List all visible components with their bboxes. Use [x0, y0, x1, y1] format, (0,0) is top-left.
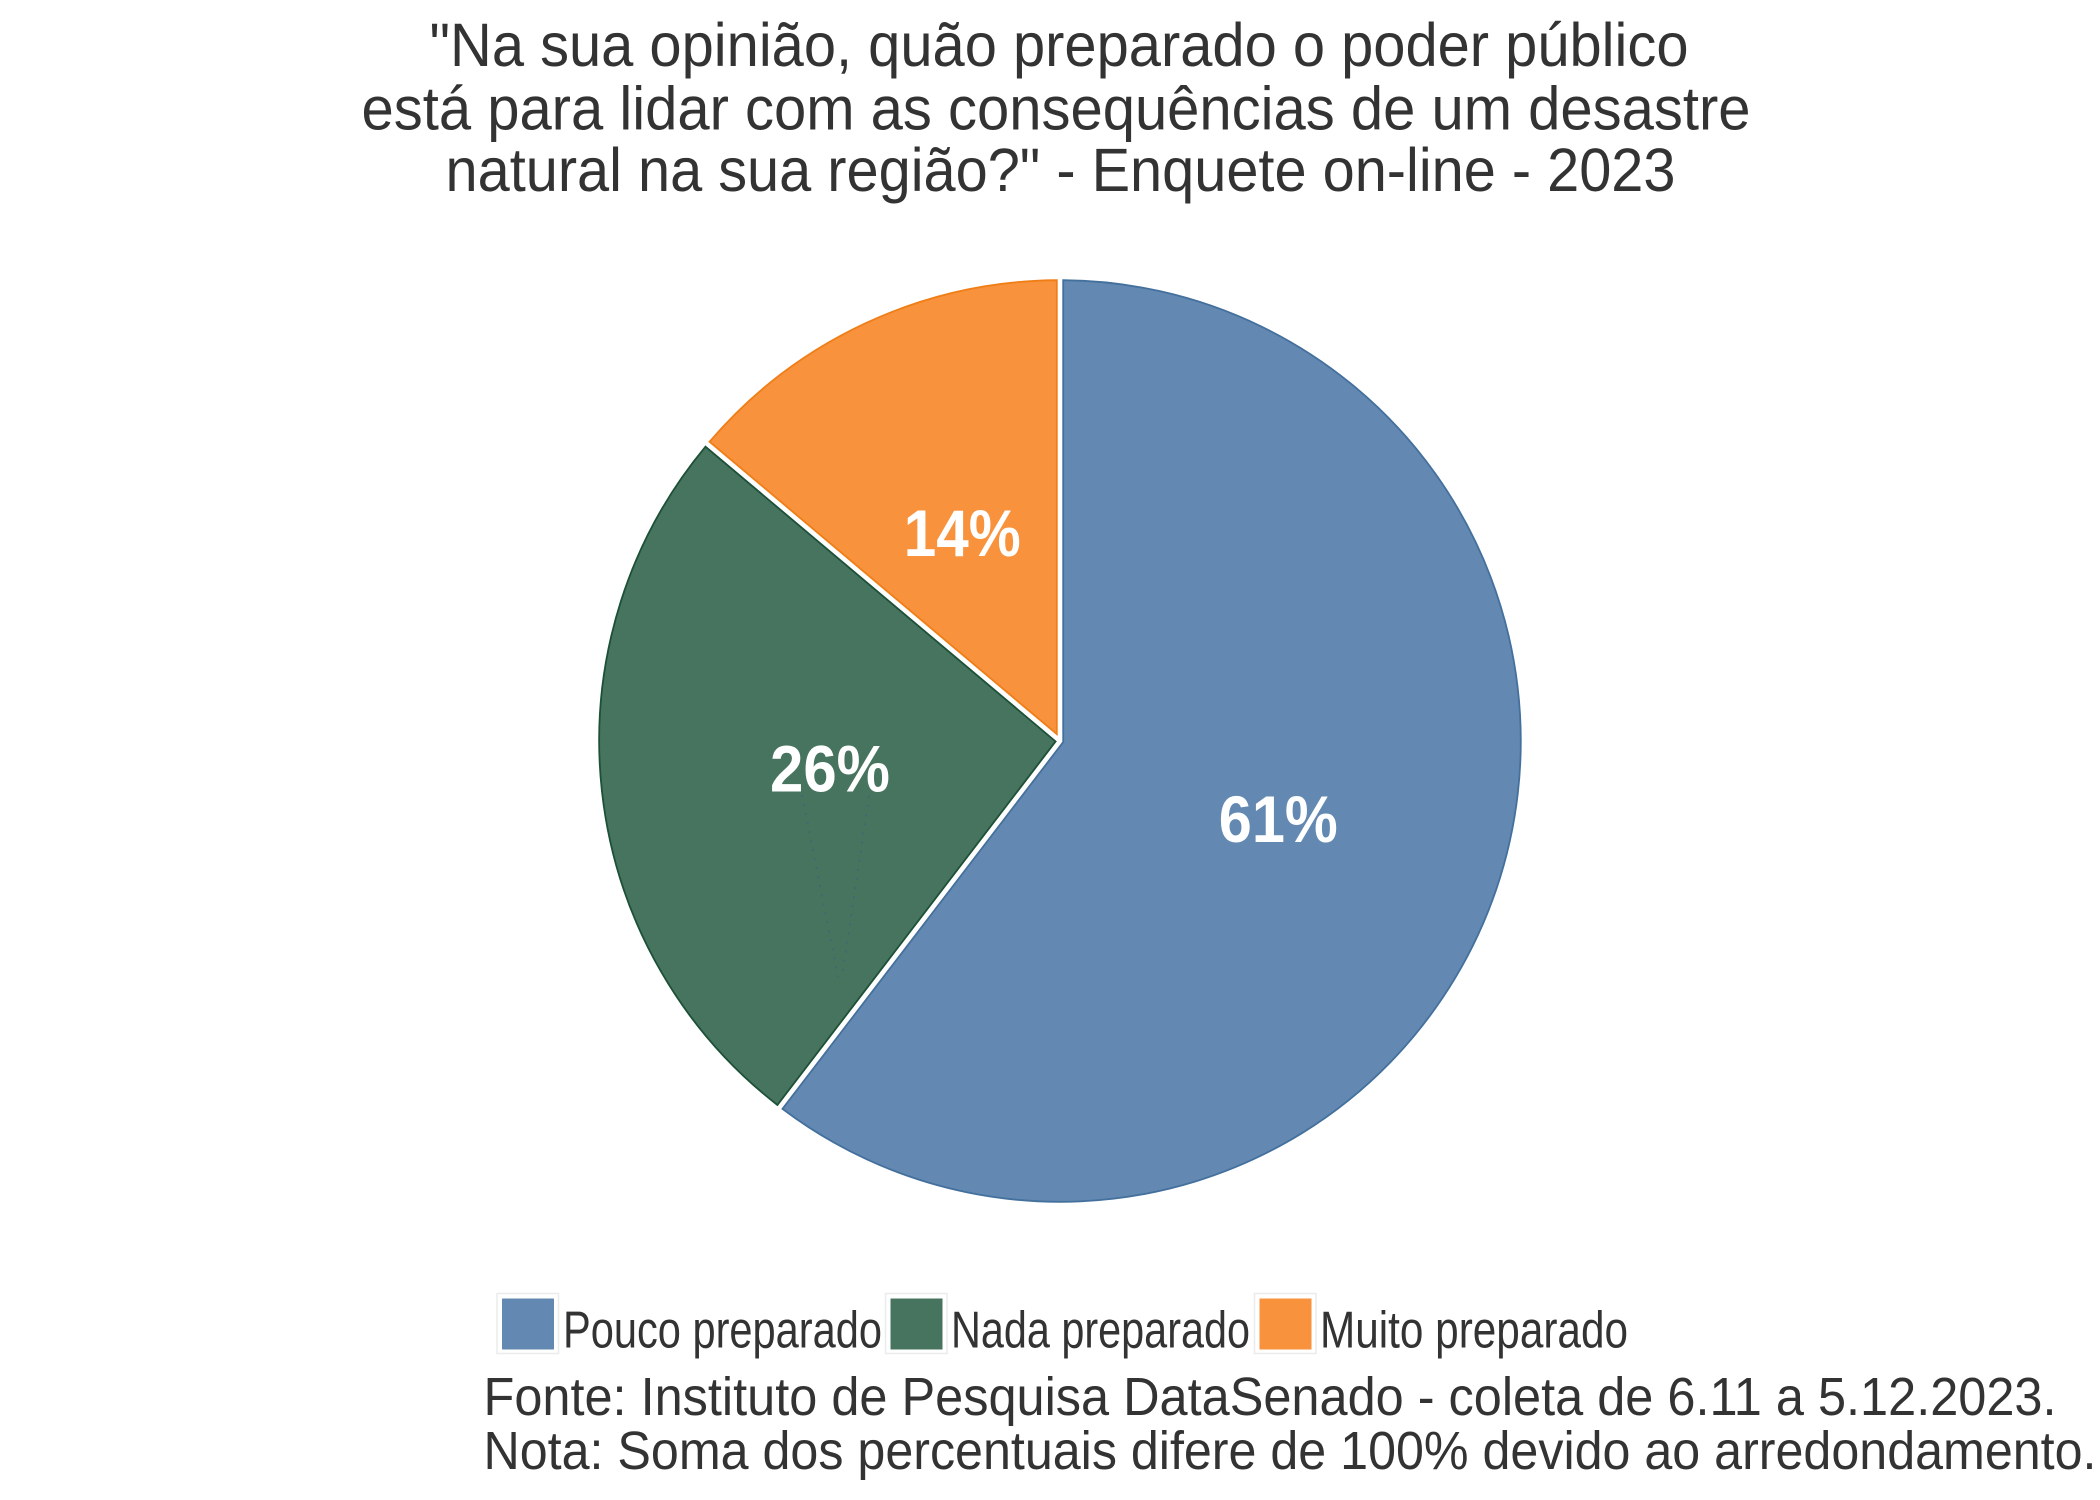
svg-text:Nada preparado: Nada preparado: [951, 1302, 1250, 1360]
svg-text:14%: 14%: [904, 496, 1021, 570]
svg-text:está para lidar com as consequ: está para lidar com as consequências de …: [362, 75, 1751, 144]
svg-text:Pouco preparado: Pouco preparado: [563, 1302, 882, 1360]
svg-text:61%: 61%: [1219, 782, 1338, 856]
svg-text:"Na sua opinião, quão preparad: "Na sua opinião, quão preparado o poder …: [430, 11, 1689, 80]
svg-text:Nota: Soma dos percentuais dif: Nota: Soma dos percentuais difere de 100…: [484, 1422, 2097, 1481]
svg-text:26%: 26%: [770, 732, 890, 806]
svg-text:Fonte: Instituto de Pesquisa D: Fonte: Instituto de Pesquisa DataSenado …: [484, 1368, 2057, 1427]
svg-text:Muito preparado: Muito preparado: [1320, 1302, 1628, 1360]
svg-text:natural na sua região?" - Enqu: natural na sua região?" - Enquete on-lin…: [446, 136, 1676, 205]
